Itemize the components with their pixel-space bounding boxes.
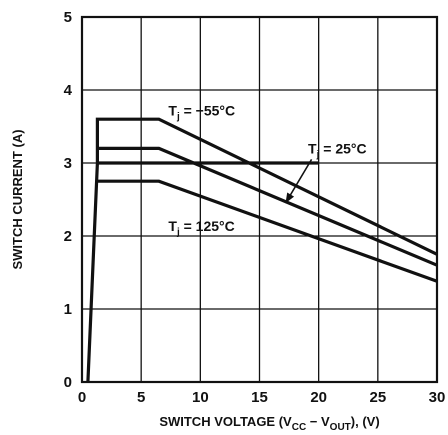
y-tick-label: 3 <box>64 155 72 172</box>
label-tj-minus55: Tj = −55°C <box>168 103 235 123</box>
y-tick-label: 2 <box>64 228 72 245</box>
y-tick-label: 0 <box>64 374 72 391</box>
y-tick-label: 4 <box>64 82 73 99</box>
series-line-1 <box>97 146 438 267</box>
plot-frame <box>80 15 439 384</box>
label-tj-125: Tj = 125°C <box>168 218 234 238</box>
series-line-0 <box>86 117 438 383</box>
y-axis-label: SWITCH CURRENT (A) <box>10 129 25 269</box>
x-tick-label: 15 <box>251 389 268 406</box>
x-axis-label: SWITCH VOLTAGE (VCC − VOUT), (V) <box>159 414 379 433</box>
x-tick-label: 0 <box>78 389 86 406</box>
arrow-to-25c-curve <box>284 158 313 204</box>
x-tick-label: 5 <box>137 389 145 406</box>
tick-labels: 0 5 10 15 20 25 30 0 1 2 3 4 5 <box>64 9 446 406</box>
y-tick-label: 1 <box>64 301 72 318</box>
series-line-2 <box>97 179 438 283</box>
curves <box>86 117 438 383</box>
label-tj-25: Tj = 25°C <box>308 141 367 161</box>
x-tick-label: 25 <box>369 389 386 406</box>
x-tick-label: 20 <box>310 389 327 406</box>
x-tick-label: 30 <box>429 389 446 406</box>
x-tick-label: 10 <box>192 389 209 406</box>
arrow-head <box>285 192 295 204</box>
y-tick-label: 5 <box>64 9 72 26</box>
grid-lines <box>81 16 438 383</box>
